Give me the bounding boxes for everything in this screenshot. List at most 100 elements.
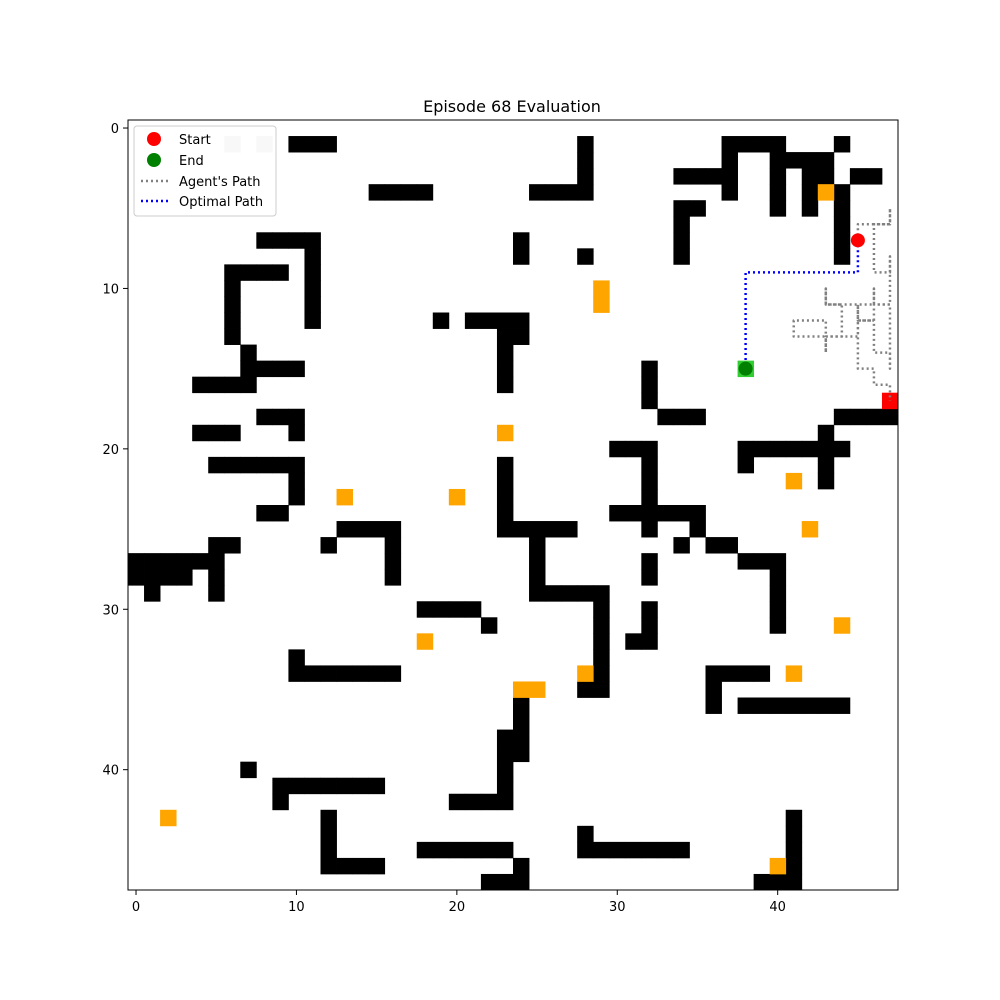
wall-cell	[577, 168, 594, 185]
wall-cell	[641, 521, 658, 538]
wall-cell	[817, 472, 835, 490]
wall-cell	[304, 136, 321, 153]
x-tick-label: 30	[609, 900, 626, 915]
wall-cell	[785, 697, 803, 714]
wall-cell	[304, 248, 321, 265]
wall-cell	[384, 184, 402, 201]
wall-cell	[673, 841, 690, 859]
wall-cell	[224, 376, 241, 394]
wall-cell	[769, 152, 787, 169]
wall-cell	[336, 857, 353, 875]
wall-cell	[833, 440, 851, 458]
wall-cell	[689, 505, 706, 522]
wall-cell	[368, 665, 386, 682]
item-cell	[496, 424, 514, 442]
wall-cell	[320, 665, 337, 682]
wall-cell	[673, 168, 690, 185]
wall-cell	[657, 408, 674, 426]
wall-cell	[496, 841, 514, 859]
wall-cell	[256, 408, 273, 426]
wall-cell	[304, 777, 321, 795]
wall-cell	[368, 777, 386, 795]
x-tick-label: 40	[769, 900, 786, 915]
wall-cell	[737, 553, 755, 570]
wall-cell	[801, 152, 819, 169]
wall-cell	[577, 681, 594, 698]
wall-cell	[224, 456, 241, 474]
wall-cell	[464, 841, 482, 859]
wall-cell	[769, 585, 787, 602]
wall-cell	[304, 296, 321, 313]
x-tick-label: 20	[449, 900, 466, 915]
wall-cell	[368, 857, 386, 875]
wall-cell	[432, 841, 450, 859]
wall-cell	[641, 440, 658, 458]
wall-cell	[817, 440, 835, 458]
wall-cell	[657, 841, 674, 859]
wall-cell	[304, 264, 321, 281]
wall-cell	[513, 729, 530, 747]
wall-cell	[545, 585, 562, 602]
wall-cell	[448, 601, 466, 618]
wall-cell	[641, 392, 658, 410]
wall-cell	[496, 745, 514, 763]
wall-cell	[513, 232, 530, 249]
wall-cell	[288, 424, 305, 442]
wall-cell	[208, 585, 225, 602]
item-cell	[513, 681, 530, 698]
wall-cell	[304, 232, 321, 249]
wall-cell	[272, 793, 289, 811]
wall-cell	[176, 553, 193, 570]
wall-cell	[464, 312, 482, 329]
wall-cell	[496, 488, 514, 506]
item-cell	[785, 472, 803, 490]
wall-cell	[577, 841, 594, 859]
wall-cell	[785, 152, 803, 169]
wall-cell	[496, 312, 514, 329]
wall-cell	[641, 472, 658, 490]
wall-cell	[833, 232, 851, 249]
wall-cell	[320, 857, 337, 875]
wall-cell	[833, 408, 851, 426]
wall-cell	[272, 360, 289, 378]
wall-cell	[625, 841, 642, 859]
wall-cell	[673, 505, 690, 522]
wall-cell	[496, 360, 514, 378]
wall-cell	[288, 360, 305, 378]
y-tick-label: 40	[102, 764, 119, 779]
wall-cell	[593, 601, 610, 618]
wall-cell	[496, 505, 514, 522]
wall-cell	[208, 376, 225, 394]
y-tick-label: 0	[111, 122, 119, 137]
wall-cell	[705, 681, 722, 698]
wall-cell	[448, 793, 466, 811]
maze-grid	[128, 136, 899, 891]
wall-cell	[785, 809, 803, 827]
wall-cell	[336, 665, 353, 682]
wall-cell	[801, 697, 819, 714]
wall-cell	[593, 649, 610, 666]
wall-cell	[753, 440, 771, 458]
wall-cell	[336, 777, 353, 795]
wall-cell	[240, 360, 257, 378]
wall-cell	[208, 537, 225, 554]
wall-cell	[833, 184, 851, 201]
wall-cell	[513, 713, 530, 730]
wall-cell	[384, 569, 402, 586]
wall-cell	[737, 440, 755, 458]
plot-title: Episode 68 Evaluation	[423, 97, 601, 116]
wall-cell	[785, 873, 803, 891]
wall-cell	[593, 665, 610, 682]
plot-frame	[127, 119, 899, 891]
wall-cell	[737, 697, 755, 714]
wall-cell	[673, 537, 690, 554]
wall-cell	[705, 168, 722, 185]
wall-cell	[593, 681, 610, 698]
wall-cell	[577, 585, 594, 602]
wall-cell	[593, 617, 610, 634]
wall-cell	[561, 585, 578, 602]
item-cell	[593, 296, 610, 313]
wall-cell	[320, 136, 337, 153]
wall-cell	[496, 376, 514, 394]
